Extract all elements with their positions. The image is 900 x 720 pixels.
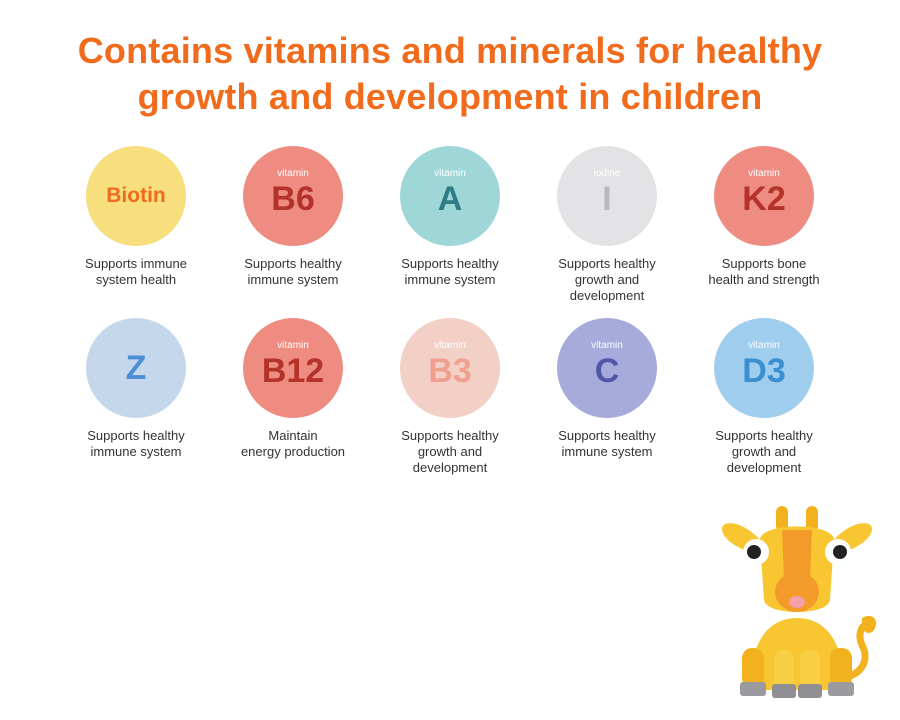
nutrient-type: vitamin — [277, 340, 309, 351]
desc-line: Supports healthy — [558, 256, 656, 271]
desc-line: energy production — [240, 444, 346, 459]
nutrient-description: Supports healthy immune system — [375, 256, 525, 288]
desc-line: system health — [95, 272, 177, 287]
nutrient-name: Biotin — [106, 184, 166, 207]
desc-line: development — [569, 288, 645, 303]
nutrient-type: iodine — [593, 168, 621, 179]
nutrient-type: vitamin — [748, 340, 780, 351]
nutrient-badge: vitamin B12 — [243, 318, 343, 418]
nutrient-item-a: vitamin A Supports healthy immune system — [375, 146, 525, 288]
nutrient-type: vitamin — [591, 340, 623, 351]
nutrient-item-k2: vitamin K2 Supports bone health and stre… — [689, 146, 839, 288]
desc-line: development — [726, 460, 802, 475]
title-line-1: Contains vitamins and minerals for healt… — [77, 30, 823, 71]
nutrient-description: Maintain energy production — [218, 428, 368, 460]
desc-line: immune system — [561, 444, 653, 459]
nutrient-item-c: vitamin C Supports healthy immune system — [532, 318, 682, 460]
desc-line: growth and — [574, 272, 640, 287]
nutrient-item-z: Z Supports healthy immune system — [61, 318, 211, 460]
nutrient-name: I — [602, 180, 612, 218]
nutrient-badge: Biotin — [86, 146, 186, 246]
desc-line: health and strength — [708, 272, 820, 287]
desc-line: Supports healthy — [87, 428, 185, 443]
nutrient-badge: Z — [86, 318, 186, 418]
desc-line: immune system — [247, 272, 339, 287]
desc-line: Supports healthy — [715, 428, 813, 443]
desc-line: development — [412, 460, 488, 475]
nutrient-item-iodine: iodine I Supports healthy growth and dev… — [532, 146, 682, 304]
nutrient-description: Supports healthy immune system — [532, 428, 682, 460]
nutrient-description: Supports healthy growth and development — [689, 428, 839, 476]
nutrient-name: D3 — [742, 352, 786, 390]
nutrient-name: Z — [125, 349, 147, 387]
nutrient-description: Supports healthy growth and development — [375, 428, 525, 476]
nutrient-badge: vitamin A — [400, 146, 500, 246]
desc-line: Supports healthy — [244, 256, 342, 271]
nutrient-description: Supports healthy growth and development — [532, 256, 682, 304]
nutrient-badge: vitamin K2 — [714, 146, 814, 246]
desc-line: immune system — [404, 272, 496, 287]
desc-line: growth and — [417, 444, 483, 459]
nutrient-name: B6 — [271, 180, 315, 218]
nutrient-badge: vitamin B6 — [243, 146, 343, 246]
nutrient-description: Supports bone health and strength — [689, 256, 839, 288]
nutrient-description: Supports healthy immune system — [218, 256, 368, 288]
nutrient-item-b3: vitamin B3 Supports healthy growth and d… — [375, 318, 525, 476]
page-title: Contains vitamins and minerals for healt… — [0, 28, 900, 120]
nutrient-item-b6: vitamin B6 Supports healthy immune syste… — [218, 146, 368, 288]
nutrient-badge: vitamin B3 — [400, 318, 500, 418]
nutrient-item-biotin: Biotin Supports immune system health — [61, 146, 211, 288]
nutrient-name: B3 — [428, 352, 472, 390]
nutrient-description: Supports healthy immune system — [61, 428, 211, 460]
nutrient-description: Supports immune system health — [61, 256, 211, 288]
desc-line: Supports immune — [85, 256, 187, 271]
title-line-2: growth and development in children — [137, 76, 763, 117]
nutrient-item-b12: vitamin B12 Maintain energy production — [218, 318, 368, 460]
nutrient-name: A — [437, 180, 463, 218]
nutrient-type: vitamin — [434, 168, 466, 179]
desc-line: Supports bone — [721, 256, 807, 271]
giraffe-mascot-icon — [721, 506, 877, 698]
nutrient-item-d3: vitamin D3 Supports healthy growth and d… — [689, 318, 839, 476]
desc-line: immune system — [90, 444, 182, 459]
desc-line: Maintain — [268, 428, 318, 443]
desc-line: Supports healthy — [401, 256, 499, 271]
desc-line: growth and — [731, 444, 797, 459]
nutrient-type: vitamin — [277, 168, 309, 179]
nutrient-type: vitamin — [748, 168, 780, 179]
nutrient-badge: iodine I — [557, 146, 657, 246]
nutrient-name: C — [594, 352, 620, 390]
desc-line: Supports healthy — [401, 428, 499, 443]
nutrient-name: B12 — [261, 352, 325, 390]
nutrient-badge: vitamin C — [557, 318, 657, 418]
nutrient-badge: vitamin D3 — [714, 318, 814, 418]
nutrient-name: K2 — [742, 180, 786, 218]
desc-line: Supports healthy — [558, 428, 656, 443]
nutrient-type: vitamin — [434, 340, 466, 351]
